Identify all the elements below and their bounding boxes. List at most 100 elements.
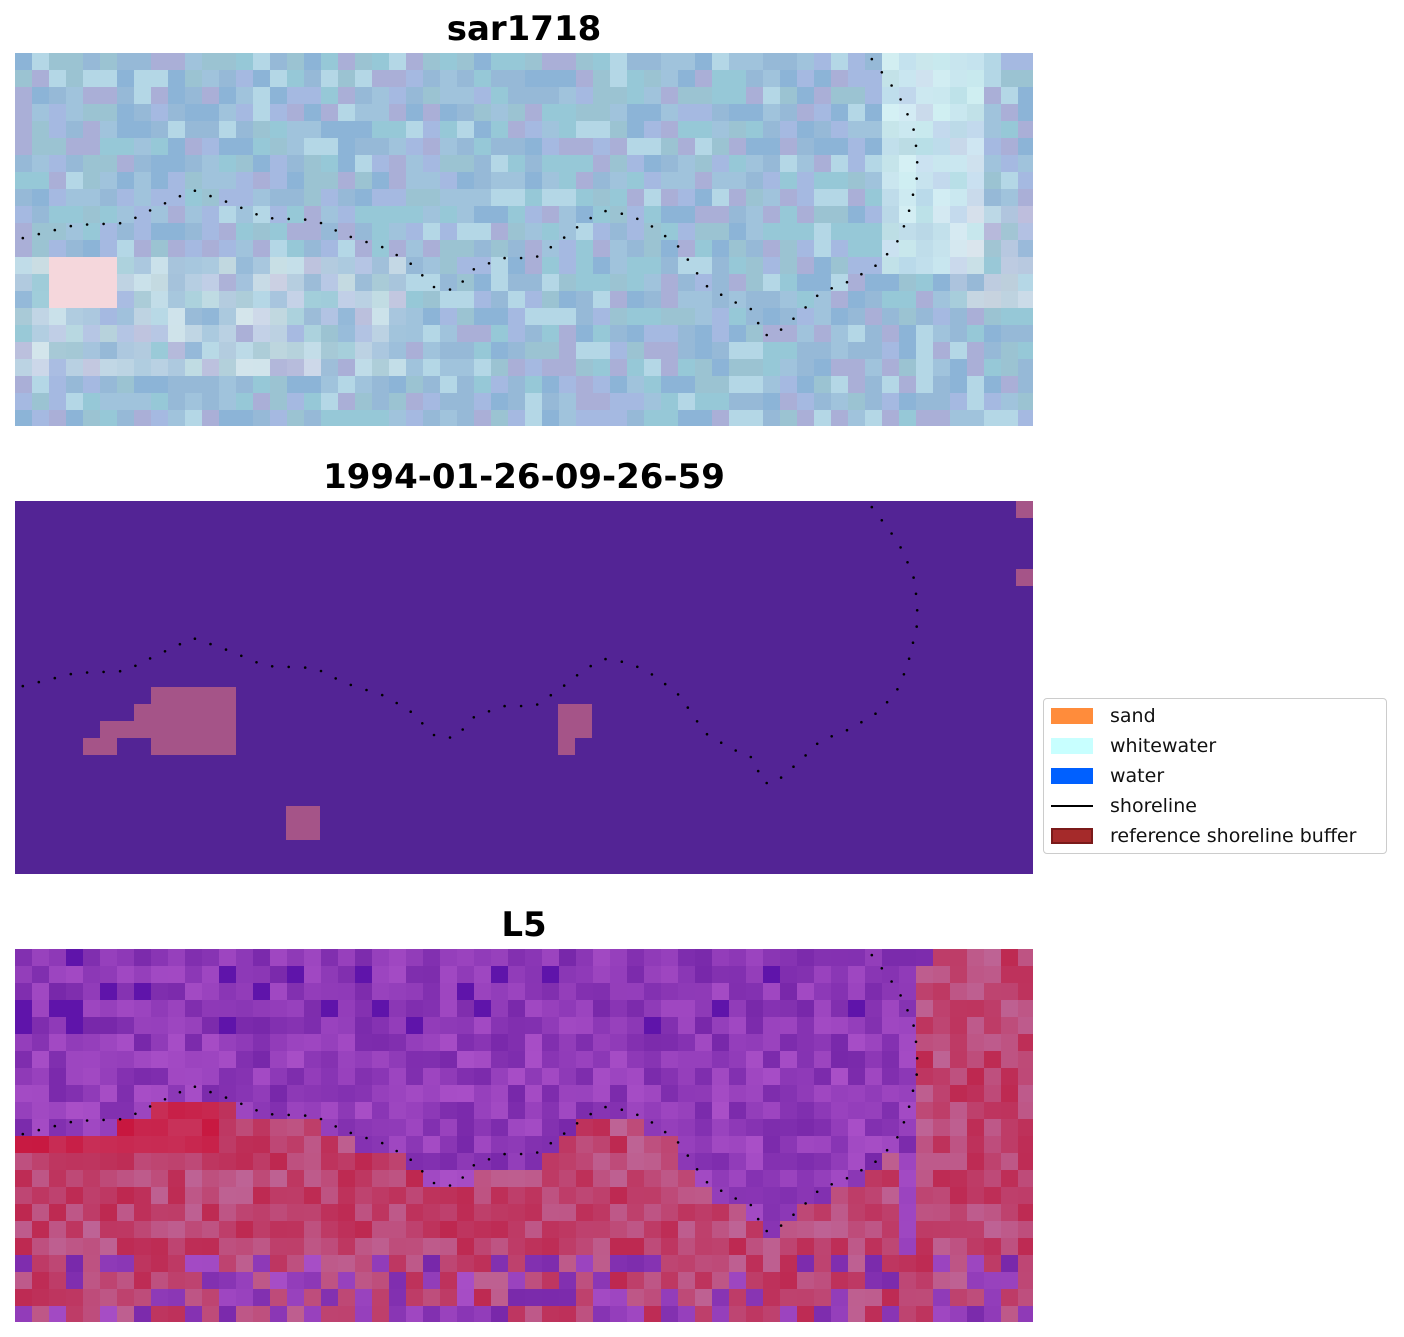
classification-patch <box>286 806 320 840</box>
shoreline-dot <box>461 1176 465 1179</box>
sand-swatch <box>1051 708 1093 724</box>
shoreline-dot <box>365 688 368 692</box>
shoreline-dot <box>907 657 911 660</box>
shoreline-dot <box>303 666 307 669</box>
shoreline-dot <box>620 212 624 215</box>
shoreline-dot <box>756 1217 760 1221</box>
shoreline-dot <box>890 532 893 535</box>
legend-label: sand <box>1110 705 1156 727</box>
shoreline-dot <box>906 561 909 564</box>
shoreline-dot <box>779 1224 783 1227</box>
shoreline-dot <box>503 704 506 708</box>
shoreline-dot <box>896 1136 899 1139</box>
classification-panel <box>15 501 1033 874</box>
shoreline-dot <box>874 264 877 267</box>
shoreline-dot <box>409 710 413 713</box>
shoreline-dot <box>102 670 105 674</box>
shoreline-dot <box>914 1040 918 1044</box>
classification-patch <box>558 738 575 755</box>
shoreline-line-swatch <box>1051 798 1093 814</box>
shoreline-dot <box>163 202 167 205</box>
shoreline-dot <box>589 216 592 220</box>
shoreline-dot <box>472 716 476 719</box>
shoreline-dot <box>69 672 73 676</box>
shoreline-dot <box>349 235 353 239</box>
panel-title-sar: sar1718 <box>446 9 602 49</box>
shoreline-dot <box>85 1119 89 1122</box>
shoreline-dot <box>118 221 122 225</box>
shoreline-dot <box>432 285 436 289</box>
shoreline-dot <box>902 1121 906 1124</box>
shoreline-dot <box>549 693 553 697</box>
classification-patch <box>1016 569 1033 586</box>
shoreline-dot <box>860 272 863 276</box>
shoreline-dot <box>792 317 795 321</box>
shoreline-dot <box>255 661 258 664</box>
shoreline-dot <box>880 967 884 970</box>
shoreline-dot <box>686 706 690 709</box>
shoreline-dot <box>636 1113 639 1117</box>
shoreline-dot <box>334 1125 338 1128</box>
shoreline-dot <box>319 221 323 225</box>
shoreline-dot <box>365 240 368 244</box>
shoreline-dot <box>815 294 819 298</box>
legend-label: reference shoreline buffer <box>1110 825 1357 847</box>
shoreline-dot <box>734 301 737 304</box>
shoreline-dot <box>676 245 680 248</box>
shoreline-dot <box>896 240 899 243</box>
index-image <box>15 949 1033 1322</box>
shoreline-dot <box>912 128 915 131</box>
shoreline-dot <box>749 1203 753 1207</box>
shoreline-dot <box>686 1154 690 1157</box>
shoreline-dot <box>148 1105 152 1108</box>
shoreline-dot <box>224 200 228 203</box>
shoreline-dot <box>535 703 539 706</box>
shoreline-dot <box>650 673 654 676</box>
shoreline-dot <box>695 1168 699 1171</box>
shoreline-dot <box>915 177 918 180</box>
shoreline-dot <box>224 648 228 651</box>
shoreline-dot <box>472 1164 476 1167</box>
shoreline-dot <box>575 1122 579 1125</box>
legend: sand whitewater water shoreline referenc… <box>1043 698 1387 854</box>
legend-item-whitewater: whitewater <box>1051 735 1216 757</box>
shoreline-dot <box>395 701 399 705</box>
shoreline-dot <box>885 1148 889 1152</box>
shoreline-dot <box>134 664 137 668</box>
shoreline-dot <box>907 209 911 212</box>
shoreline-dot <box>695 272 699 275</box>
shoreline-dot <box>749 307 753 311</box>
shoreline-dot <box>890 84 893 87</box>
shoreline-dot <box>37 680 41 684</box>
shoreline-dot <box>334 677 338 680</box>
shoreline-dot <box>830 1183 833 1186</box>
shoreline-dot <box>224 1096 228 1099</box>
shoreline-dot <box>37 1128 41 1132</box>
shoreline-dot <box>870 57 874 61</box>
shoreline-dot <box>118 1117 122 1121</box>
shoreline-dot <box>519 704 523 708</box>
shoreline-dot <box>421 1170 424 1173</box>
water-swatch <box>1051 768 1093 784</box>
shoreline-dot <box>686 258 690 261</box>
shoreline-dot <box>705 284 709 288</box>
shoreline-dot <box>85 223 89 226</box>
shoreline-dot <box>255 1109 258 1112</box>
shoreline-dot <box>21 1132 25 1136</box>
shoreline-dot <box>915 625 918 628</box>
shoreline-dot <box>880 71 884 74</box>
shoreline-dot <box>69 1120 73 1124</box>
shoreline-dot <box>911 1089 915 1092</box>
shoreline-dot <box>804 1202 807 1205</box>
shoreline-dot <box>756 769 760 773</box>
shoreline-dot <box>896 688 899 691</box>
shoreline-dot <box>380 1141 384 1145</box>
shoreline-dot <box>860 1168 863 1172</box>
shoreline-dot <box>676 1141 680 1144</box>
shoreline-dot <box>663 1130 667 1134</box>
shoreline-dot <box>902 225 906 228</box>
shoreline-dot <box>765 1229 768 1233</box>
shoreline-dot <box>695 720 699 723</box>
shoreline-dot <box>899 546 902 549</box>
shoreline-dot <box>240 654 243 658</box>
